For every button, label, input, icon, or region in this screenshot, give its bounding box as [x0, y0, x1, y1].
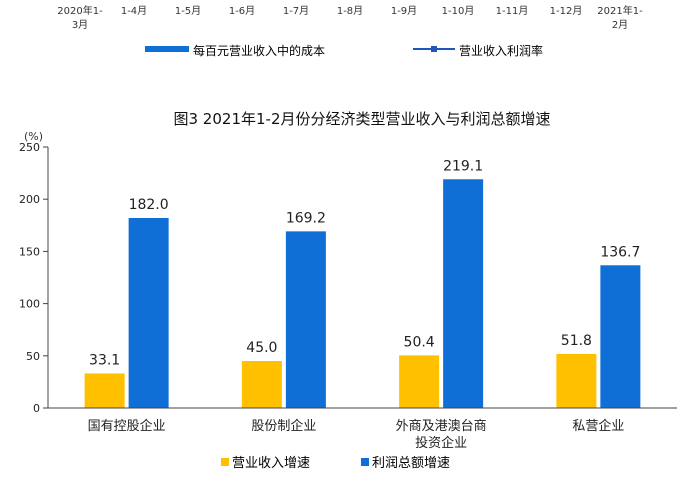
bar-revenue-growth: [556, 353, 597, 408]
previous-chart-x-label: 1-12月: [550, 5, 583, 17]
bar-value-labels: 33.1 182.0 45.0 169.2 50.4 219.1 51.8 136.7: [89, 158, 640, 368]
y-tick-label: 250: [19, 141, 40, 154]
previous-chart-x-label: 1-9月: [391, 5, 417, 17]
chart-legend: 营业收入增速 利润总额增速: [221, 456, 450, 471]
bar-value-label: 136.7: [600, 244, 640, 260]
previous-chart-x-label: 3月: [72, 19, 88, 31]
bar-value-label: 51.8: [561, 333, 592, 349]
legend-swatch-revenue-growth: [221, 458, 229, 466]
legend-label-revenue-growth: 营业收入增速: [232, 456, 310, 471]
previous-chart-x-label: 2021年1-: [597, 4, 643, 17]
chart-title: 图3 2021年1-2月份分经济类型营业收入与利润总额增速: [174, 110, 551, 128]
bar-revenue-growth: [241, 361, 282, 408]
y-tick-label: 150: [19, 245, 40, 258]
y-axis: 0 50 100 150 200 250: [19, 141, 49, 415]
previous-chart-legend: 每百元营业收入中的成本 营业收入利润率: [145, 43, 543, 58]
bar-profit-growth: [285, 231, 326, 408]
legend-marker-margin: [431, 46, 437, 52]
bar-value-label: 33.1: [89, 352, 120, 368]
x-category-label: 外商及港澳台商: [396, 418, 487, 434]
y-tick-label: 100: [19, 298, 40, 311]
legend-swatch-cost: [145, 46, 189, 52]
y-tick-label: 200: [19, 193, 40, 206]
previous-chart-x-label: 1-8月: [337, 5, 363, 17]
bar-value-label: 182.0: [129, 197, 169, 213]
legend-label-cost: 每百元营业收入中的成本: [193, 43, 325, 58]
y-axis-unit: (%): [24, 130, 43, 143]
bar-profit-growth: [600, 265, 641, 408]
previous-chart-x-label: 1-4月: [121, 5, 147, 17]
bar-profit-growth: [443, 179, 484, 408]
x-category-label: 国有控股企业: [88, 418, 166, 434]
bar-value-label: 219.1: [443, 158, 483, 174]
bar-value-label: 45.0: [246, 340, 277, 356]
previous-chart-x-label: 2020年1-: [57, 4, 103, 17]
x-category-label: 股份制企业: [251, 418, 316, 434]
y-tick-label: 0: [33, 402, 40, 415]
legend-label-profit-growth: 利润总额增速: [372, 456, 450, 471]
x-category-label: 私营企业: [572, 418, 624, 434]
y-tick-label: 50: [26, 350, 40, 363]
bar-profit-growth: [128, 217, 169, 408]
previous-chart-x-label: 1-6月: [229, 5, 255, 17]
bars-layer: [84, 179, 641, 408]
bar-revenue-growth: [84, 373, 125, 408]
previous-chart-strip: 2020年1- 3月 1-4月 1-5月 1-6月 1-7月 1-8月 1-9月 1-10月 1-…: [57, 4, 643, 58]
legend-label-margin: 营业收入利润率: [459, 43, 543, 58]
previous-chart-x-label: 1-11月: [496, 5, 529, 17]
legend-swatch-profit-growth: [361, 458, 369, 466]
previous-chart-x-labels: 2020年1- 3月 1-4月 1-5月 1-6月 1-7月 1-8月 1-9月 1-10月 1-…: [57, 4, 643, 31]
bar-value-label: 169.2: [286, 210, 326, 226]
previous-chart-x-label: 2月: [612, 19, 628, 31]
bar-revenue-growth: [399, 355, 440, 408]
x-category-label: 投资企业: [415, 435, 467, 451]
bar-value-label: 50.4: [404, 334, 435, 350]
previous-chart-x-label: 1-10月: [442, 5, 475, 17]
previous-chart-x-label: 1-7月: [283, 5, 309, 17]
previous-chart-x-label: 1-5月: [175, 5, 201, 17]
